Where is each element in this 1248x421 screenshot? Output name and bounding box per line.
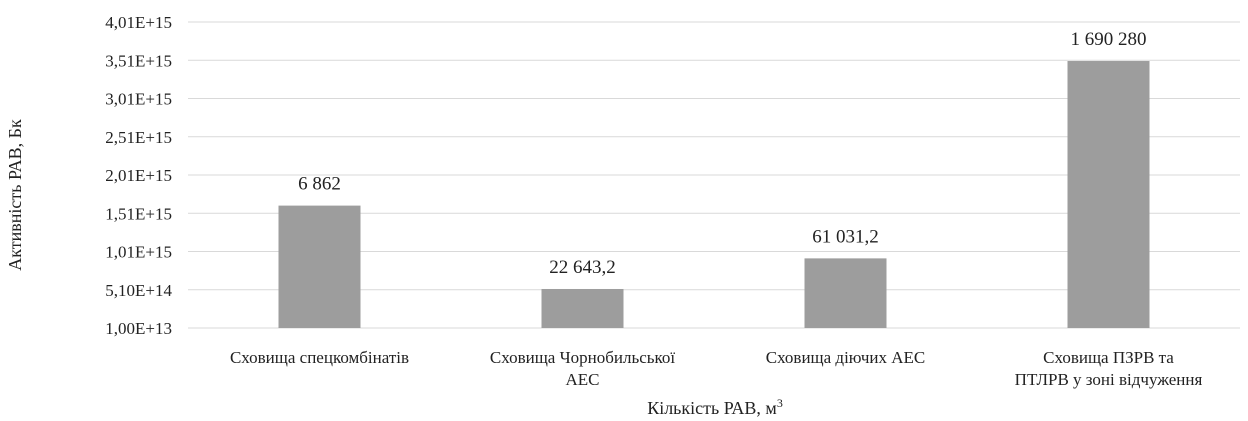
data-labels: 6 862 22 643,2 61 031,2 1 690 280 — [298, 29, 1146, 278]
y-tick-label: 5,10E+14 — [105, 281, 172, 300]
y-tick-label: 1,01E+15 — [105, 243, 172, 262]
gridlines — [188, 21, 1240, 329]
bar — [1067, 61, 1150, 328]
x-category-label: Сховища діючих АЕС — [766, 348, 926, 367]
y-tick-label: 2,01E+15 — [105, 166, 172, 185]
y-tick-label: 1,51E+15 — [105, 204, 172, 223]
y-tick-label: 1,00E+13 — [105, 319, 172, 338]
x-category-label: Сховища ПЗРВ та ПТЛРВ у зоні відчуження — [1015, 348, 1203, 389]
y-tick-label: 3,51E+15 — [105, 51, 172, 70]
x-category-label: Сховища Чорнобильської АЕС — [490, 348, 676, 389]
x-category-label: Сховища спецкомбінатів — [230, 348, 409, 367]
data-label: 61 031,2 — [812, 226, 879, 247]
x-axis-categories: Сховища спецкомбінатів Сховища Чорнобильс… — [230, 348, 1203, 389]
y-tick-label: 4,01E+15 — [105, 13, 172, 32]
data-label: 1 690 280 — [1071, 29, 1147, 50]
bar — [804, 258, 887, 328]
y-tick-label: 3,01E+15 — [105, 90, 172, 109]
data-label: 22 643,2 — [549, 257, 616, 278]
bar — [541, 288, 624, 328]
bar — [278, 205, 361, 328]
data-label: 6 862 — [298, 174, 341, 195]
y-axis-title: Активність РАВ, Бк — [5, 119, 25, 271]
bars — [278, 61, 1150, 328]
y-axis-ticks: 1,00E+13 5,10E+14 1,01E+15 1,51E+15 2,01E+15… — [105, 13, 172, 338]
x-axis-title: Кількість РАВ, м3 — [647, 396, 783, 418]
y-tick-label: 2,51E+15 — [105, 128, 172, 147]
